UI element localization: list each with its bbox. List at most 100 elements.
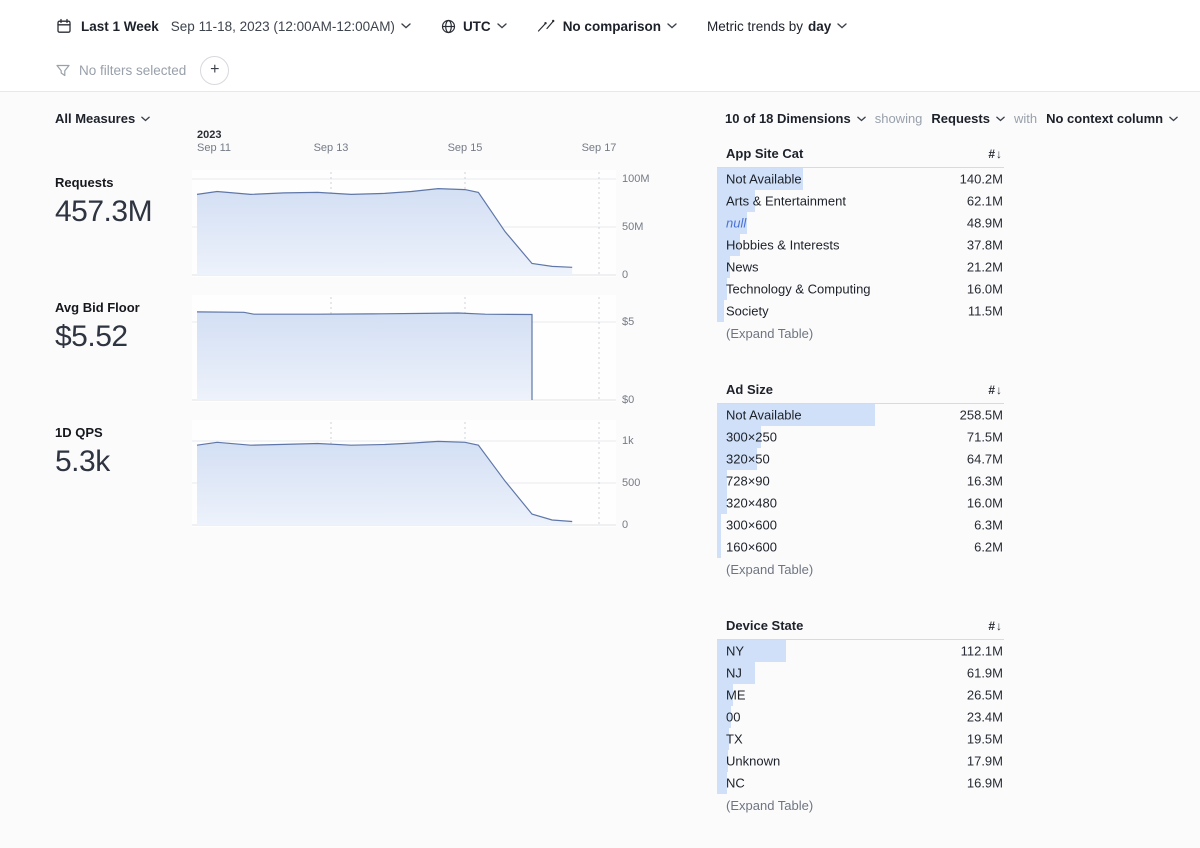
dimension-value-label: 728×90 [726, 473, 770, 489]
dimension-value-count: 21.2M [966, 259, 1003, 275]
qps-chart-plot[interactable] [192, 420, 616, 527]
context-column-dropdown[interactable]: No context column [1046, 111, 1178, 126]
sort-toggle[interactable]: #↓ [988, 618, 1003, 633]
dimension-value-count: 16.9M [966, 775, 1003, 791]
value-bar [717, 772, 728, 794]
measure-value: $5.52 [55, 320, 128, 353]
dimension-value-label: Unknown [726, 753, 781, 769]
measure-label: Requests [55, 175, 114, 190]
y-tick-label: 0 [622, 519, 629, 531]
dimension-row[interactable]: Arts & Entertainment 62.1M [717, 190, 1004, 212]
sort-toggle[interactable]: #↓ [988, 146, 1003, 161]
dimension-title: Device State [726, 618, 804, 633]
dimension-value-label: 300×600 [726, 517, 777, 533]
metric-dropdown[interactable]: Requests [931, 111, 1005, 126]
value-bar [717, 190, 755, 212]
dimension-row[interactable]: 300×600 6.3M [717, 514, 1004, 536]
dimension-value-count: 16.0M [966, 281, 1003, 297]
dimension-row[interactable]: TX 19.5M [717, 728, 1004, 750]
x-tick-label: Sep 13 [313, 142, 349, 154]
value-bar [717, 750, 728, 772]
dimension-row[interactable]: 160×600 6.2M [717, 536, 1004, 558]
dimension-value-count: 26.5M [966, 687, 1003, 703]
timezone-selector[interactable]: UTC [441, 19, 507, 34]
dimension-row[interactable]: Not Available 140.2M [717, 168, 1004, 190]
dimension-row[interactable]: ME 26.5M [717, 684, 1004, 706]
avg-bid-floor-chart-y-axis: $5 $0 [622, 295, 677, 406]
dimension-table-header: Device State #↓ [717, 612, 1004, 640]
comparison-selector[interactable]: No comparison [537, 19, 677, 34]
dimension-row[interactable]: Not Available 258.5M [717, 404, 1004, 426]
dimension-row[interactable]: NY 112.1M [717, 640, 1004, 662]
dimension-value-label: Technology & Computing [726, 281, 871, 297]
chart-x-axis: 2023 Sep 11 Sep 13 Sep 15 Sep 17 [192, 129, 672, 159]
trends-by-prefix: Metric trends by [706, 18, 803, 34]
dimension-value-count: 16.3M [966, 473, 1003, 489]
date-range-preset: Last 1 Week [81, 18, 159, 34]
dimension-value-count: 23.4M [966, 709, 1003, 725]
showing-label: showing [874, 111, 923, 126]
dimension-value-count: 37.8M [966, 237, 1003, 253]
measure-label: 1D QPS [55, 425, 103, 440]
chevron-down-icon [667, 23, 677, 29]
avg-bid-floor-chart-plot[interactable] [192, 295, 616, 402]
with-label: with [1013, 111, 1038, 126]
value-bar [717, 470, 727, 492]
measure-item-requests[interactable]: Requests 457.3M [55, 175, 153, 229]
globe-icon [441, 19, 456, 34]
value-bar [717, 514, 721, 536]
dimension-value-count: 19.5M [966, 731, 1003, 747]
avg-bid-floor-chart: $5 $0 [192, 295, 692, 406]
dimension-row[interactable]: Technology & Computing 16.0M [717, 278, 1004, 300]
expand-table-link[interactable]: (Expand Table) [726, 797, 814, 813]
date-range-selector[interactable]: Last 1 Week Sep 11-18, 2023 (12:00AM-12:… [81, 19, 411, 34]
dimension-row[interactable]: NC 16.9M [717, 772, 1004, 794]
dimension-row[interactable]: News 21.2M [717, 256, 1004, 278]
value-bar [717, 212, 747, 234]
dimension-table: App Site Cat #↓ Not Available 140.2M Arts & … [717, 140, 1004, 344]
value-bar [717, 640, 786, 662]
requests-chart-plot[interactable] [192, 170, 616, 277]
dimension-value-count: 6.2M [974, 539, 1003, 555]
y-tick-label: $0 [622, 394, 635, 406]
value-bar [717, 404, 876, 426]
expand-table-link[interactable]: (Expand Table) [726, 561, 814, 577]
expand-table-link[interactable]: (Expand Table) [726, 325, 814, 341]
comparison-label: No comparison [562, 18, 661, 34]
filter-icon [56, 64, 70, 77]
calendar-icon [56, 18, 72, 34]
dimension-row[interactable]: 300×250 71.5M [717, 426, 1004, 448]
value-bar [717, 426, 761, 448]
topbar-controls-row: Last 1 Week Sep 11-18, 2023 (12:00AM-12:… [0, 0, 1200, 51]
measure-item-1d-qps[interactable]: 1D QPS 5.3k [55, 425, 110, 479]
dimension-value-count: 61.9M [966, 665, 1003, 681]
dimensions-count-label: 10 of 18 Dimensions [725, 111, 851, 126]
chevron-down-icon [141, 116, 150, 121]
dimension-value-label: Arts & Entertainment [726, 193, 846, 209]
dimension-row[interactable]: Society 11.5M [717, 300, 1004, 322]
dimension-row[interactable]: Unknown 17.9M [717, 750, 1004, 772]
trends-by-selector[interactable]: Metric trends by day [707, 19, 847, 34]
x-tick-label: Sep 17 [581, 142, 617, 154]
dimension-row[interactable]: null 48.9M [717, 212, 1004, 234]
chevron-down-icon [837, 23, 847, 29]
dimension-value-label: null [726, 215, 747, 231]
dimension-value-label: Society [726, 303, 769, 319]
add-filter-button[interactable]: + [200, 55, 230, 85]
dimension-row[interactable]: 320×50 64.7M [717, 448, 1004, 470]
dimensions-count-dropdown[interactable]: 10 of 18 Dimensions [725, 111, 866, 126]
dimension-value-count: 140.2M [959, 171, 1003, 187]
dimension-value-count: 6.3M [974, 517, 1003, 533]
dimension-row[interactable]: 728×90 16.3M [717, 470, 1004, 492]
y-tick-label: 100M [622, 173, 650, 185]
value-bar [717, 234, 741, 256]
dimension-row[interactable]: 320×480 16.0M [717, 492, 1004, 514]
y-tick-label: 50M [622, 221, 644, 233]
all-measures-dropdown[interactable]: All Measures [55, 111, 150, 126]
dimension-row[interactable]: Hobbies & Interests 37.8M [717, 234, 1004, 256]
measure-item-avg-bid-floor[interactable]: Avg Bid Floor $5.52 [55, 300, 140, 354]
dimension-row[interactable]: NJ 61.9M [717, 662, 1004, 684]
dimension-row[interactable]: 00 23.4M [717, 706, 1004, 728]
sort-toggle[interactable]: #↓ [988, 382, 1003, 397]
chevron-down-icon [1169, 116, 1178, 121]
